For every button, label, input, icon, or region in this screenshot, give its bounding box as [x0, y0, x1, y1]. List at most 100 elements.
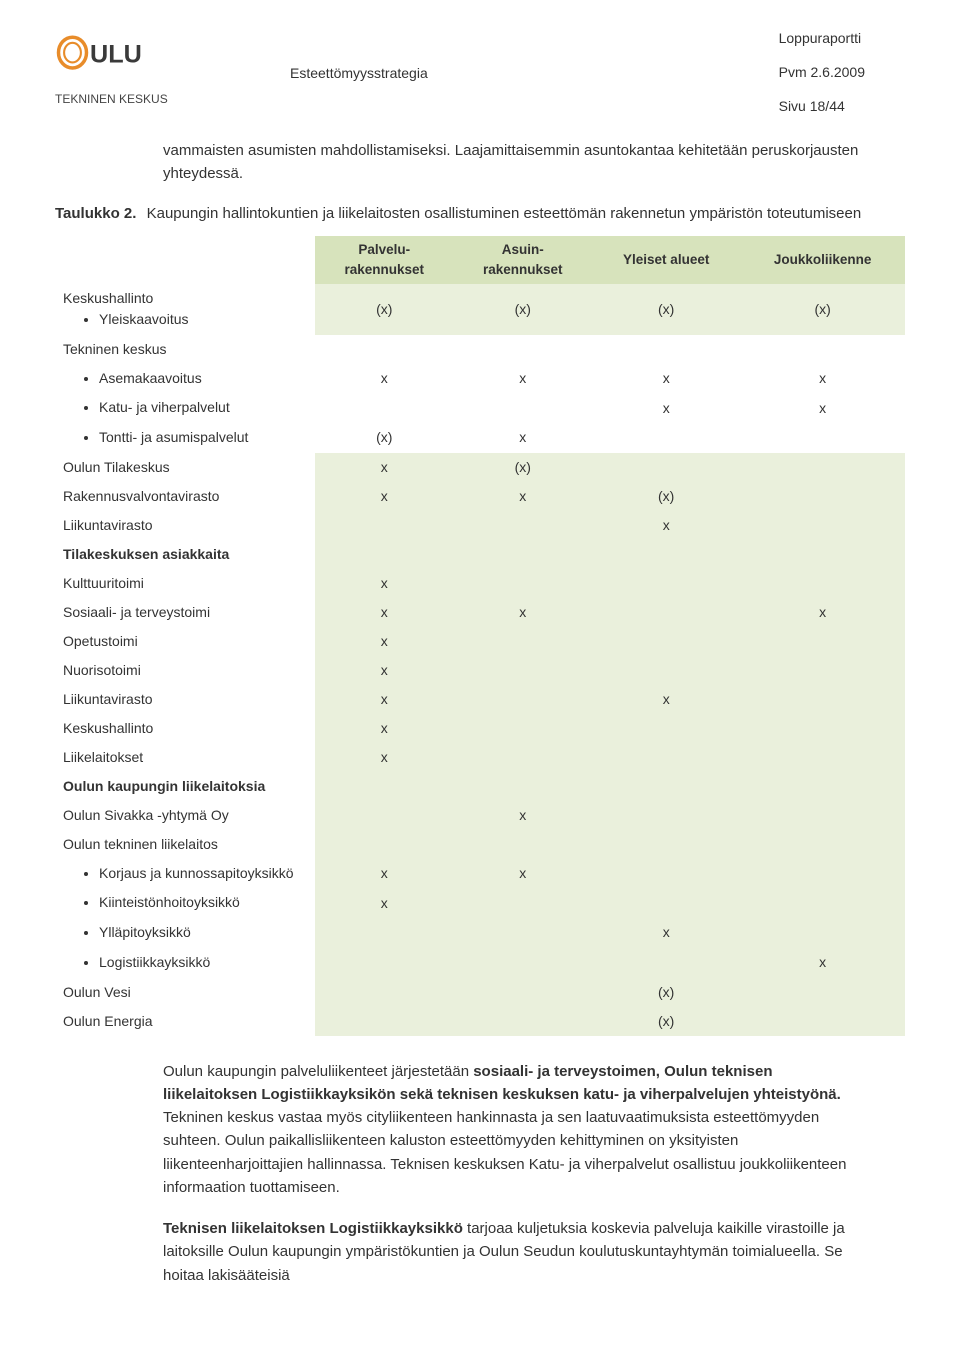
- table-row-label: Liikelaitokset: [55, 743, 315, 772]
- table-cell: [315, 1007, 454, 1036]
- table-cell: x: [592, 393, 740, 423]
- table-cell: x: [592, 511, 740, 540]
- table-cell: [740, 511, 905, 540]
- table-cell: [454, 772, 593, 801]
- col-header-2: Asuin-rakennukset: [454, 236, 593, 285]
- table-cell: [740, 627, 905, 656]
- table-cell: [592, 627, 740, 656]
- table-cell: x: [315, 569, 454, 598]
- header-center-title: Esteettömyysstrategia: [290, 65, 428, 81]
- participation-table: Palvelu-rakennukset Asuin-rakennukset Yl…: [55, 236, 905, 1036]
- table-cell: [315, 801, 454, 830]
- table-cell: [740, 859, 905, 889]
- table-cell: [592, 743, 740, 772]
- p1-post: Tekninen keskus vastaa myös cityliikente…: [163, 1109, 846, 1196]
- table-row-label: Keskushallinto: [55, 714, 315, 743]
- table-cell: [454, 888, 593, 918]
- col-header-3: Yleiset alueet: [592, 236, 740, 285]
- table-cell: x: [454, 859, 593, 889]
- table-cell: [740, 685, 905, 714]
- table-cell: [592, 656, 740, 685]
- table-cell: [454, 540, 593, 569]
- table-row-label: Liikuntavirasto: [55, 511, 315, 540]
- col-header-4: Joukkoliikenne: [740, 236, 905, 285]
- table-row-label: Oulun Tilakeskus: [55, 453, 315, 482]
- table-cell: x: [740, 948, 905, 978]
- table-cell: [454, 656, 593, 685]
- table-cell: x: [315, 364, 454, 394]
- table-cell: x: [740, 598, 905, 627]
- table-cell: [740, 1007, 905, 1036]
- intro-paragraph: vammaisten asumisten mahdollistamiseksi.…: [163, 140, 865, 185]
- table-cell: [740, 569, 905, 598]
- table-cell: [592, 859, 740, 889]
- table-row-bullet: Asemakaavoitus: [99, 368, 307, 390]
- table-cell: [740, 714, 905, 743]
- table-cell: [454, 569, 593, 598]
- table-cell: [592, 772, 740, 801]
- table-row-bullet: Logistiikkayksikkö: [99, 952, 307, 974]
- table-cell: [454, 627, 593, 656]
- table-cell: (x): [454, 453, 593, 482]
- table-row-label: Oulun Energia: [55, 1007, 315, 1036]
- table-cell: (x): [740, 284, 905, 335]
- header-date: Pvm 2.6.2009: [779, 64, 865, 80]
- table-caption: Taulukko 2. Kaupungin hallintokuntien ja…: [55, 203, 865, 226]
- table-row-bullet: Kiinteistönhoitoyksikkö: [99, 892, 307, 914]
- table-cell: [454, 511, 593, 540]
- table-cell: [315, 511, 454, 540]
- table-row-bullet: Ylläpitoyksikkö: [99, 922, 307, 944]
- table-cell: [740, 978, 905, 1007]
- table-cell: [315, 918, 454, 948]
- table-cell: x: [740, 364, 905, 394]
- table-cell: x: [315, 743, 454, 772]
- table-cell: [454, 393, 593, 423]
- table-cell: x: [454, 364, 593, 394]
- table-cell: [740, 423, 905, 453]
- table-cell: x: [315, 482, 454, 511]
- page-header: ULU TEKNINEN KESKUS Esteettömyysstrategi…: [55, 30, 905, 140]
- table-row-bullet: Korjaus ja kunnossapitoyksikkö: [99, 863, 307, 885]
- table-cell: [454, 685, 593, 714]
- table-cell: [315, 978, 454, 1007]
- table-cell: (x): [592, 482, 740, 511]
- table-cell: x: [454, 801, 593, 830]
- table-cell: [315, 948, 454, 978]
- table-row-label: Rakennusvalvontavirasto: [55, 482, 315, 511]
- oulu-logo: ULU: [55, 30, 195, 85]
- table-row-bullet: Katu- ja viherpalvelut: [99, 397, 307, 419]
- body-paragraph-2: Teknisen liikelaitoksen Logistiikkayksik…: [163, 1217, 865, 1287]
- header-right: Loppuraportti Pvm 2.6.2009 Sivu 18/44: [779, 30, 865, 132]
- table-cell: x: [592, 918, 740, 948]
- col-header-1: Palvelu-rakennukset: [315, 236, 454, 285]
- table-cell: x: [315, 685, 454, 714]
- table-cell: [454, 978, 593, 1007]
- table-cell: x: [315, 714, 454, 743]
- logo-subtitle: TEKNINEN KESKUS: [55, 92, 195, 106]
- table-cell: (x): [592, 1007, 740, 1036]
- table-cell: (x): [592, 978, 740, 1007]
- table-row-label: Oulun kaupungin liikelaitoksia: [55, 772, 315, 801]
- table-row-label: Kulttuuritoimi: [55, 569, 315, 598]
- table-cell: (x): [454, 284, 593, 335]
- p2-bold: Teknisen liikelaitoksen Logistiikkayksik…: [163, 1220, 463, 1237]
- table-cell: [454, 743, 593, 772]
- table-cell: x: [315, 656, 454, 685]
- table-cell: [454, 714, 593, 743]
- table-caption-number: Taulukko 2.: [55, 205, 136, 222]
- table-cell: [592, 540, 740, 569]
- table-row-label: Oulun Sivakka -yhtymä Oy: [55, 801, 315, 830]
- table-row-label: Tekninen keskus: [55, 335, 315, 364]
- table-row-bullet: Yleiskaavoitus: [99, 309, 307, 331]
- table-cell: [315, 393, 454, 423]
- table-cell: x: [740, 393, 905, 423]
- table-cell: (x): [315, 284, 454, 335]
- table-cell: [740, 918, 905, 948]
- table-cell: [592, 569, 740, 598]
- table-cell: x: [315, 627, 454, 656]
- table-cell: x: [315, 859, 454, 889]
- header-pagenum: Sivu 18/44: [779, 98, 865, 114]
- table-cell: [592, 714, 740, 743]
- table-cell: [592, 598, 740, 627]
- table-cell: [592, 453, 740, 482]
